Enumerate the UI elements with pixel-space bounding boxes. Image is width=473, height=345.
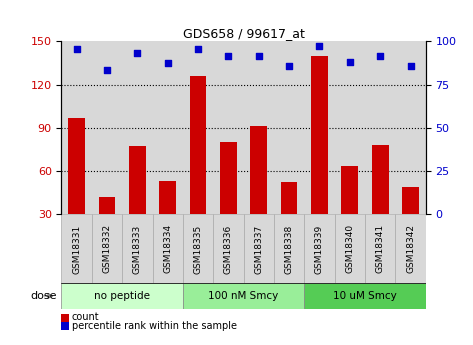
Bar xyxy=(61,283,183,309)
Bar xyxy=(274,214,304,283)
Bar xyxy=(183,41,213,214)
Text: GSM18335: GSM18335 xyxy=(193,224,202,274)
Bar xyxy=(122,41,152,214)
Bar xyxy=(395,214,426,283)
Bar xyxy=(92,41,122,214)
Bar xyxy=(190,76,206,214)
Point xyxy=(73,46,80,51)
Bar xyxy=(152,214,183,283)
Bar xyxy=(183,214,213,283)
Bar xyxy=(129,146,146,214)
Text: percentile rank within the sample: percentile rank within the sample xyxy=(71,321,236,331)
Bar xyxy=(220,142,237,214)
Bar xyxy=(99,197,115,214)
Text: GSM18332: GSM18332 xyxy=(103,224,112,273)
Bar xyxy=(372,145,388,214)
Bar xyxy=(213,41,244,214)
Bar xyxy=(250,126,267,214)
Bar xyxy=(68,118,85,214)
Point xyxy=(103,67,111,73)
Bar xyxy=(365,214,395,283)
Point xyxy=(194,46,202,51)
Text: no peptide: no peptide xyxy=(94,291,150,301)
Bar xyxy=(92,214,122,283)
Bar xyxy=(61,214,92,283)
Bar xyxy=(402,187,419,214)
Point xyxy=(164,60,172,66)
Point xyxy=(315,43,323,48)
Bar xyxy=(244,214,274,283)
Point xyxy=(225,53,232,59)
Text: GSM18338: GSM18338 xyxy=(285,224,294,274)
Bar xyxy=(183,283,304,309)
Bar xyxy=(395,41,426,214)
Text: GSM18331: GSM18331 xyxy=(72,224,81,274)
Bar xyxy=(274,41,304,214)
Text: 100 nM Smcy: 100 nM Smcy xyxy=(209,291,279,301)
Bar xyxy=(159,181,176,214)
Point xyxy=(285,63,293,69)
Text: GSM18341: GSM18341 xyxy=(376,224,385,273)
Text: GSM18337: GSM18337 xyxy=(254,224,263,274)
Text: GSM18340: GSM18340 xyxy=(345,224,354,273)
Bar xyxy=(304,214,334,283)
Bar xyxy=(122,214,152,283)
Point xyxy=(255,53,263,59)
Bar xyxy=(304,41,334,214)
Text: GSM18336: GSM18336 xyxy=(224,224,233,274)
Text: GSM18342: GSM18342 xyxy=(406,224,415,273)
Text: count: count xyxy=(71,312,99,322)
Point xyxy=(377,53,384,59)
Point xyxy=(346,59,354,64)
Point xyxy=(133,50,141,56)
Title: GDS658 / 99617_at: GDS658 / 99617_at xyxy=(183,27,305,40)
Bar xyxy=(304,283,426,309)
Bar xyxy=(281,182,298,214)
Bar xyxy=(152,41,183,214)
Bar xyxy=(213,214,244,283)
Bar xyxy=(342,167,358,214)
Text: 10 uM Smcy: 10 uM Smcy xyxy=(333,291,397,301)
Bar xyxy=(244,41,274,214)
Bar xyxy=(61,41,92,214)
Bar xyxy=(334,214,365,283)
Text: dose: dose xyxy=(30,291,57,301)
Point xyxy=(407,63,414,69)
Text: GSM18334: GSM18334 xyxy=(163,224,172,273)
Bar xyxy=(311,56,328,214)
Text: GSM18333: GSM18333 xyxy=(133,224,142,274)
Bar xyxy=(334,41,365,214)
Bar xyxy=(365,41,395,214)
Text: GSM18339: GSM18339 xyxy=(315,224,324,274)
